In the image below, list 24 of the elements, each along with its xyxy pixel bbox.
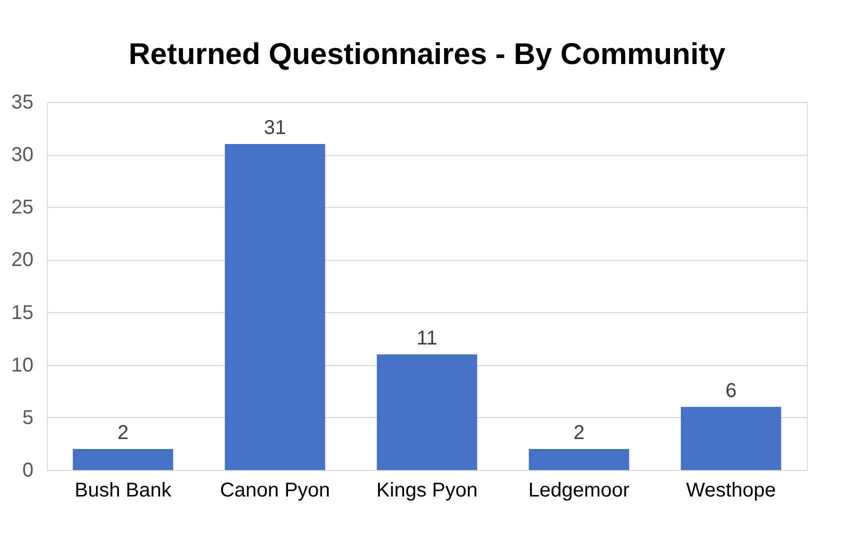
chart-title: Returned Questionnaires - By Community bbox=[128, 38, 726, 71]
data-label: 11 bbox=[416, 327, 438, 350]
y-tick-label: 25 bbox=[11, 196, 34, 219]
y-tick-label: 20 bbox=[11, 249, 34, 272]
x-tick-label: Ledgemoor bbox=[528, 480, 630, 502]
bar bbox=[680, 406, 782, 470]
x-tick-label: Canon Pyon bbox=[220, 480, 330, 502]
y-tick-label: 30 bbox=[11, 144, 34, 166]
data-label: 2 bbox=[117, 422, 129, 444]
y-tick-label: 0 bbox=[22, 460, 34, 482]
bar bbox=[528, 448, 630, 470]
bar bbox=[224, 144, 326, 470]
data-label: 31 bbox=[264, 117, 286, 140]
x-tick-label: Kings Pyon bbox=[376, 480, 478, 502]
x-tick-label: Westhope bbox=[686, 480, 776, 502]
data-label: 2 bbox=[573, 422, 585, 444]
x-tick-label: Bush Bank bbox=[74, 480, 172, 502]
bar bbox=[376, 354, 478, 470]
y-tick-label: 15 bbox=[11, 302, 34, 324]
y-tick-label: 5 bbox=[22, 406, 34, 429]
y-tick-label: 35 bbox=[11, 92, 34, 114]
bar bbox=[72, 448, 174, 470]
data-label: 6 bbox=[725, 380, 737, 402]
y-tick-label: 10 bbox=[11, 354, 34, 376]
